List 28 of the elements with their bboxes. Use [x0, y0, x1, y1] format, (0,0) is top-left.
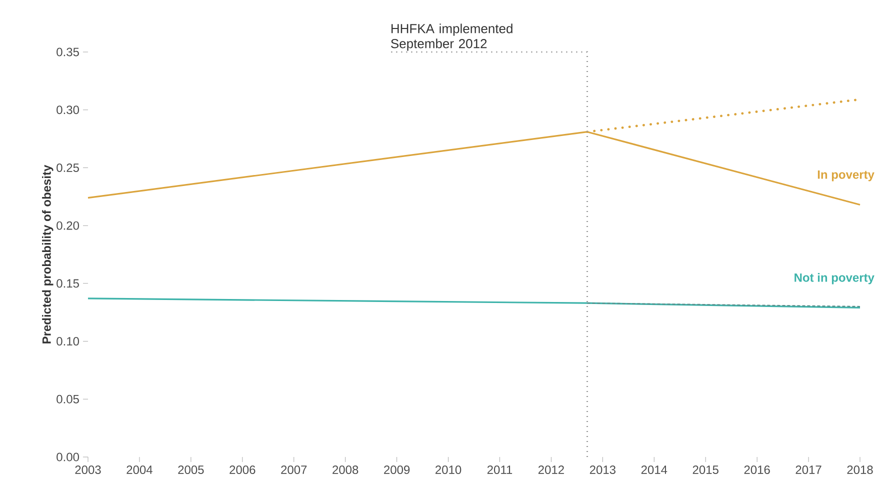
x-tick-label: 2009	[384, 466, 410, 474]
x-tick-label: 2012	[538, 466, 564, 474]
series-label: In poverty	[818, 170, 874, 182]
x-tick-label: 2014	[641, 466, 668, 474]
x-tick-label: 2015	[692, 466, 718, 474]
ref-line-label: HHFKA implemented September 2012	[391, 24, 512, 51]
y-tick-label: 0.25	[56, 163, 79, 172]
x-tick-label: 2016	[744, 466, 770, 474]
y-tick-label: 0.35	[56, 48, 79, 56]
x-tick-label: 2010	[436, 466, 462, 474]
y-tick-label: 0.15	[56, 279, 79, 288]
x-tick-label: 2018	[847, 466, 873, 474]
x-tick-label: 2008	[332, 466, 358, 474]
x-tick-label: 2005	[178, 466, 204, 474]
x-tick-label: 2004	[126, 466, 152, 474]
x-tick-label: 2017	[796, 466, 822, 474]
x-tick-label: 2011	[487, 466, 512, 474]
x-tick-label: 2003	[75, 466, 101, 474]
y-tick-label: 0.05	[56, 394, 79, 404]
x-tick-label: 2006	[230, 466, 256, 474]
x-tick-label: 2007	[281, 466, 307, 474]
y-tick-label: 0.00	[56, 452, 80, 462]
x-tick-label: 2013	[590, 466, 616, 474]
y-axis-title: Predicted probability of obesity	[42, 164, 54, 344]
y-tick-label: 0.30	[56, 106, 80, 114]
y-tick-label: 0.10	[56, 337, 80, 346]
series-label: Not in poverty	[794, 273, 874, 284]
y-tick-label: 0.20	[56, 221, 80, 230]
